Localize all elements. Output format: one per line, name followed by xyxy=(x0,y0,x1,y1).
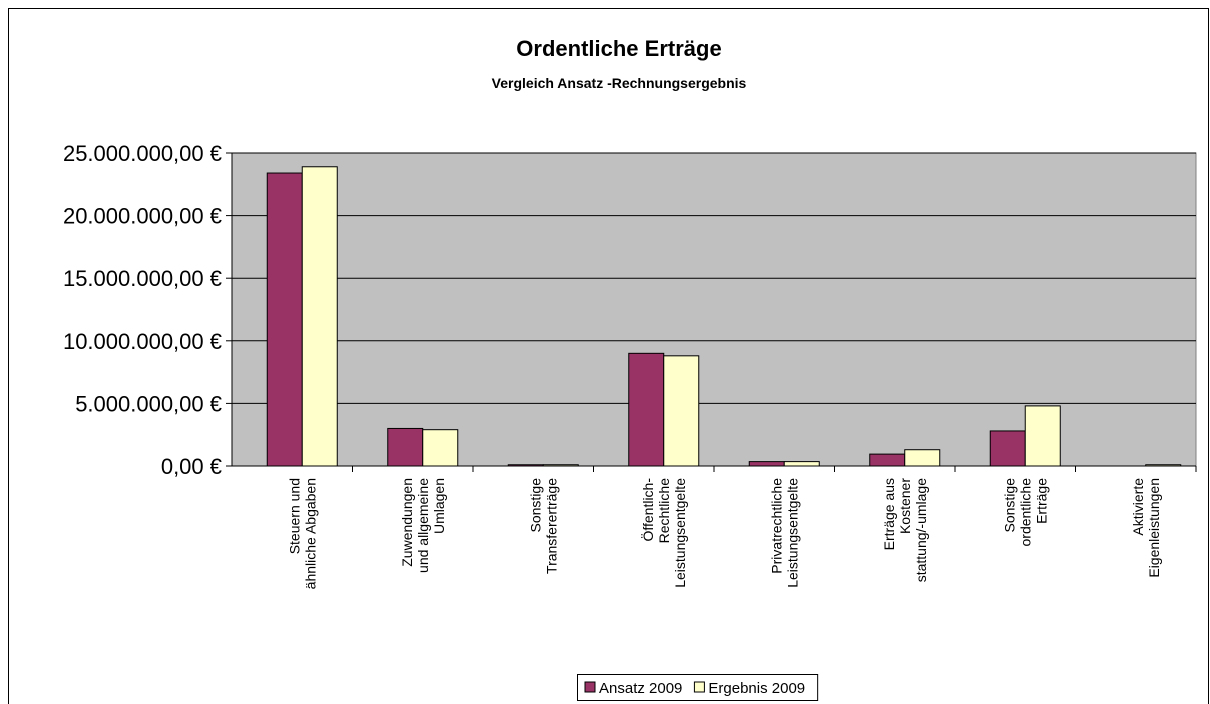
legend: Ansatz 2009 Ergebnis 2009 xyxy=(577,674,819,701)
bar xyxy=(422,429,459,467)
legend-label: Ansatz 2009 xyxy=(599,680,682,697)
x-tick-label: Steuern undähnliche Abgaben xyxy=(286,478,318,589)
y-tick-label: 10.000.000,00 € xyxy=(63,329,222,354)
y-tick-label: 5.000.000,00 € xyxy=(75,391,222,416)
legend-label: Ergebnis 2009 xyxy=(708,680,805,697)
bar xyxy=(783,461,820,467)
x-tick-label: PrivatrechtlicheLeistungsentgelte xyxy=(768,478,800,588)
bar xyxy=(748,461,785,467)
chart-subtitle: Vergleich Ansatz -Rechnungsergebnis xyxy=(492,75,747,91)
x-tick-label: SonstigeTransfererträge xyxy=(527,478,559,574)
x-tick-label: Zuwendungenund allgemeineUmlagen xyxy=(399,478,447,573)
bar xyxy=(869,453,906,467)
bar xyxy=(387,427,424,467)
y-tick-label: 25.000.000,00 € xyxy=(63,141,222,166)
bar xyxy=(989,430,1026,467)
x-tick-label: Erträge ausKostenerstattung/-umlage xyxy=(881,478,929,583)
legend-swatch xyxy=(693,681,705,693)
legend-swatch xyxy=(584,681,596,693)
bar xyxy=(1024,405,1061,467)
bar xyxy=(663,355,700,467)
bar xyxy=(628,352,665,467)
y-tick-label: 0,00 € xyxy=(161,454,222,479)
bar xyxy=(266,172,303,467)
chart-title: Ordentliche Erträge xyxy=(516,36,721,61)
y-tick-label: 20.000.000,00 € xyxy=(63,204,222,229)
x-tick-label: Öffentlich-RechtlicheLeistungsentgelte xyxy=(639,478,688,588)
x-tick-label: AktivierteEigenleistungen xyxy=(1130,478,1162,578)
x-tick-label: SonstigeordentlicheErträge xyxy=(1001,478,1049,547)
y-tick-label: 15.000.000,00 € xyxy=(63,266,222,291)
bar xyxy=(301,166,338,467)
bar xyxy=(904,449,941,467)
